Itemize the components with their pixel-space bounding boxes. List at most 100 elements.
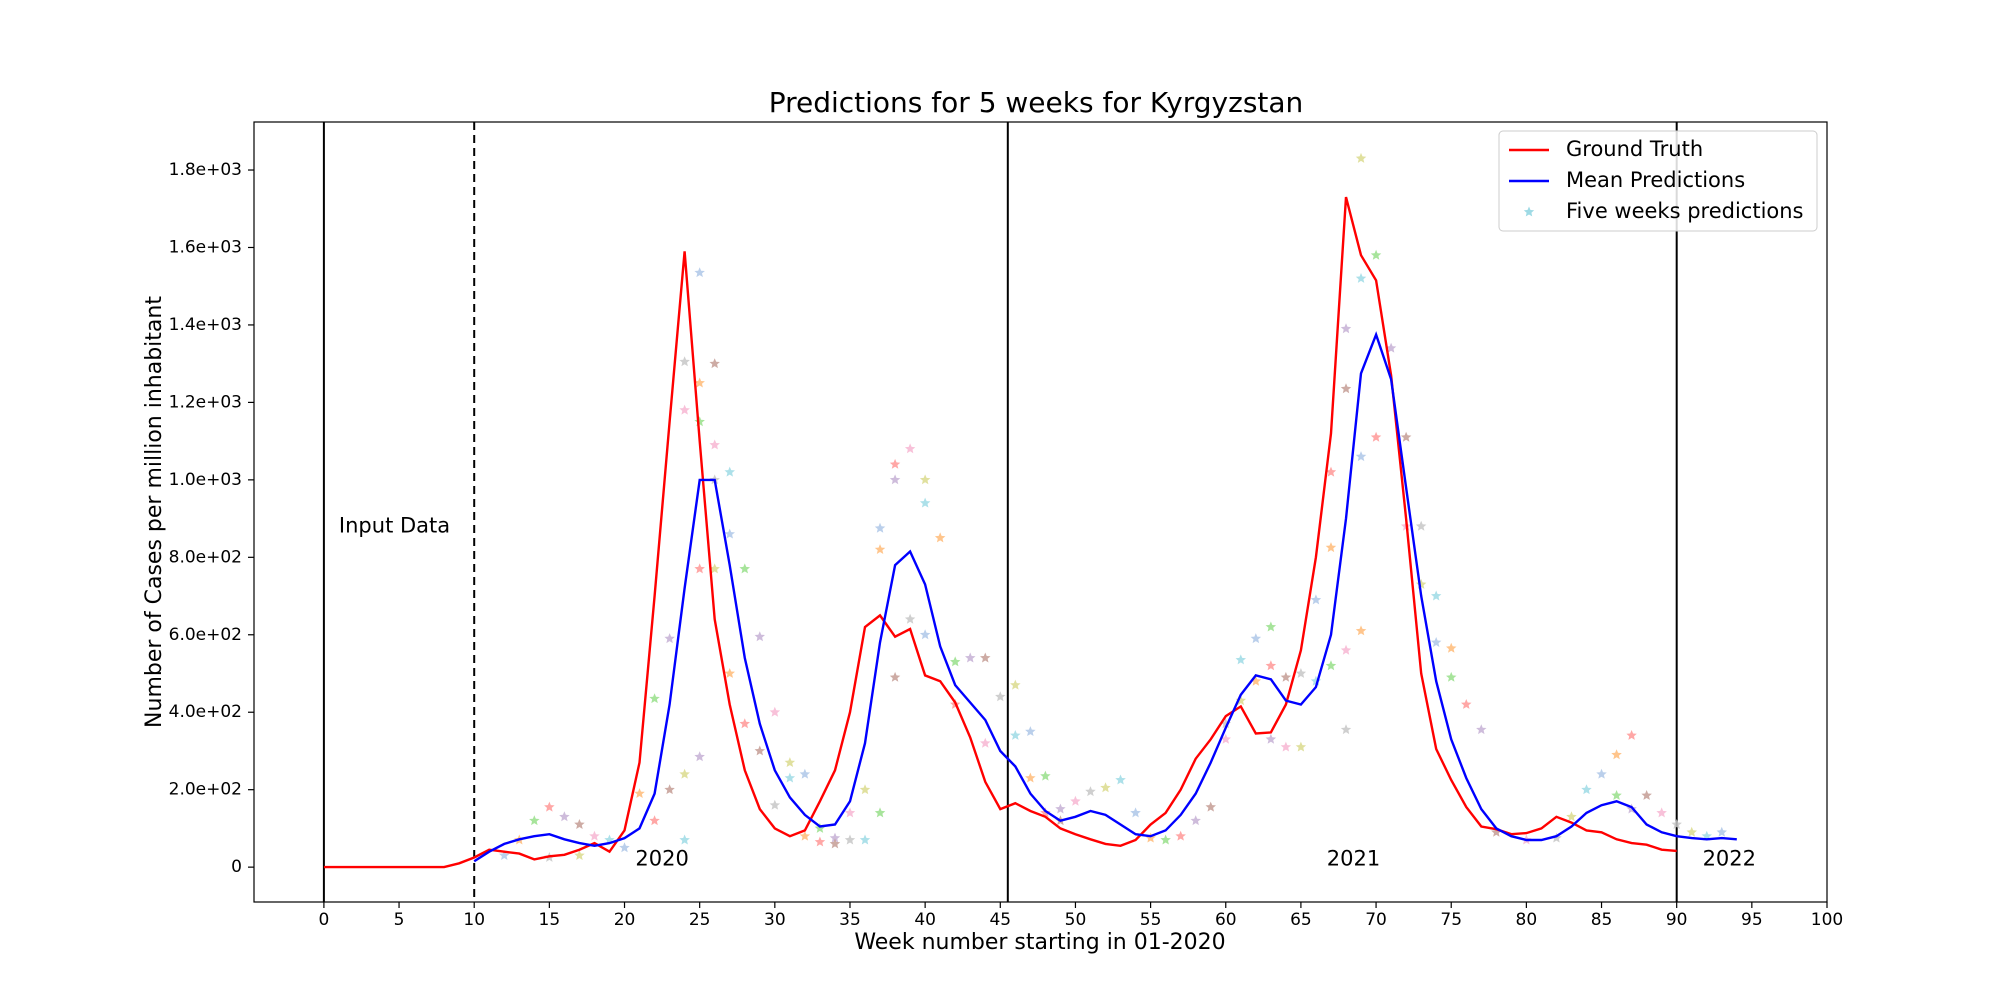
prediction-star	[980, 737, 991, 748]
prediction-star	[724, 466, 735, 477]
annotation: 2020	[635, 846, 688, 870]
prediction-star	[1596, 768, 1607, 779]
prediction-star	[1581, 784, 1592, 795]
prediction-star	[1716, 826, 1727, 837]
x-tick-label: 5	[394, 910, 405, 930]
prediction-star	[784, 772, 796, 783]
prediction-star	[874, 522, 886, 533]
prediction-star	[649, 815, 660, 826]
x-tick-label: 30	[764, 910, 786, 930]
prediction-star	[1265, 660, 1277, 671]
prediction-star	[694, 563, 705, 574]
prediction-star	[799, 830, 811, 841]
prediction-star	[679, 404, 690, 415]
x-tick-label: 45	[989, 910, 1011, 930]
prediction-star	[529, 815, 540, 826]
prediction-star	[1295, 741, 1307, 752]
prediction-star	[995, 691, 1006, 702]
prediction-star	[724, 668, 735, 678]
prediction-star	[679, 356, 690, 367]
prediction-star	[1415, 520, 1427, 531]
prediction-star	[859, 834, 871, 845]
prediction-star	[1265, 621, 1277, 632]
x-tick-label: 40	[914, 910, 936, 930]
y-tick-label: 2.0e+02	[169, 780, 242, 800]
prediction-star	[694, 377, 705, 388]
prediction-star	[1205, 801, 1216, 812]
prediction-star	[1310, 675, 1322, 686]
prediction-star	[1295, 668, 1307, 678]
prediction-star	[1671, 819, 1682, 829]
prediction-star	[1280, 741, 1292, 752]
prediction-star	[1355, 152, 1367, 163]
y-axis-label: Number of Cases per million inhabitant	[142, 296, 167, 728]
prediction-star	[1611, 749, 1622, 760]
x-tick-label: 10	[463, 910, 485, 930]
prediction-star	[1355, 625, 1367, 636]
prediction-star	[1115, 774, 1126, 785]
legend-label: Mean Predictions	[1566, 168, 1745, 192]
prediction-star	[1310, 594, 1322, 605]
prediction-star	[709, 358, 720, 369]
prediction-star	[1250, 633, 1262, 644]
prediction-star	[1145, 832, 1156, 843]
y-tick-label: 1.0e+03	[169, 470, 242, 490]
prediction-star	[739, 563, 750, 574]
prediction-star	[1250, 675, 1262, 686]
prediction-star	[1130, 807, 1141, 818]
prediction-star	[559, 811, 570, 822]
x-tick-label: 75	[1440, 910, 1462, 930]
prediction-star	[1340, 383, 1352, 394]
x-tick-label: 60	[1215, 910, 1237, 930]
prediction-star	[1431, 590, 1442, 601]
prediction-star	[859, 784, 871, 795]
prediction-star	[1010, 730, 1021, 740]
prediction-star	[709, 563, 720, 574]
annotation: 2021	[1327, 846, 1380, 870]
annotation: Input Data	[339, 513, 450, 537]
prediction-star	[1641, 790, 1652, 800]
prediction-star	[934, 532, 946, 543]
series-line	[323, 196, 1677, 869]
prediction-star	[889, 671, 901, 682]
prediction-star	[1370, 431, 1382, 442]
prediction-star	[1355, 451, 1367, 462]
prediction-star	[844, 807, 856, 818]
prediction-star	[604, 834, 615, 845]
prediction-star	[1055, 803, 1066, 814]
x-tick-label: 0	[318, 910, 329, 930]
legend-box	[1498, 130, 1818, 232]
prediction-star	[1325, 542, 1337, 553]
prediction-star	[919, 474, 931, 485]
prediction-star	[1085, 786, 1096, 797]
prediction-star	[1325, 660, 1337, 671]
prediction-star	[1340, 724, 1352, 735]
prediction-star	[1355, 273, 1367, 283]
prediction-star	[1040, 770, 1051, 781]
x-axis-label: Week number starting in 01-2020	[854, 930, 1225, 955]
prediction-star	[1100, 782, 1111, 793]
prediction-star	[1265, 733, 1277, 744]
prediction-star	[874, 544, 886, 554]
prediction-star	[829, 832, 841, 843]
prediction-star	[769, 799, 781, 810]
x-tick-label: 100	[1811, 910, 1843, 930]
x-tick-label: 85	[1591, 910, 1613, 930]
prediction-star	[709, 439, 720, 450]
prediction-star	[1431, 637, 1442, 647]
plot-frame	[253, 121, 1828, 903]
prediction-star	[1385, 342, 1397, 353]
y-tick-label: 1.4e+03	[169, 315, 242, 335]
prediction-star	[1325, 466, 1337, 477]
prediction-star	[664, 633, 675, 644]
y-tick-label: 1.8e+03	[169, 160, 242, 180]
prediction-star	[980, 652, 991, 663]
x-tick-label: 55	[1140, 910, 1162, 930]
prediction-star	[1160, 834, 1171, 845]
prediction-star	[1235, 654, 1246, 665]
prediction-star	[799, 768, 811, 779]
prediction-star	[619, 842, 630, 853]
prediction-star	[1415, 578, 1427, 589]
prediction-star	[649, 693, 660, 704]
prediction-star	[904, 613, 916, 624]
